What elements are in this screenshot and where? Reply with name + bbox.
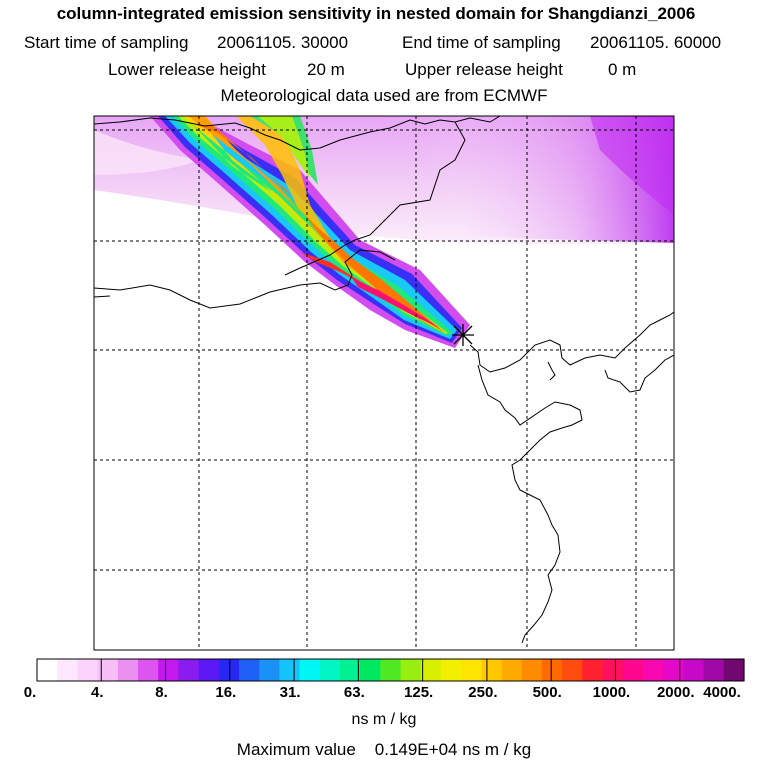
colorbar-swatch: [643, 659, 664, 681]
colorbar-tick-label: 16.: [215, 684, 237, 701]
colorbar-swatch: [178, 659, 200, 681]
colorbar-tick-label: 125.: [404, 684, 434, 701]
map-frame: [93, 115, 675, 651]
colorbar-swatch: [138, 659, 159, 681]
colorbar-tick-label: 4000.: [703, 684, 741, 701]
colorbar-swatch: [198, 659, 220, 681]
maximum-value-line: Maximum value 0.149E+04 ns m / kg: [0, 740, 768, 760]
colorbar-swatch: [117, 659, 139, 681]
colorbar-swatch: [723, 659, 745, 681]
colorbar-tick-label: 31.: [279, 684, 301, 701]
colorbar-swatch: [622, 659, 644, 681]
colorbar-units: ns m / kg: [351, 711, 417, 728]
colorbar-swatch: [239, 659, 260, 681]
maximum-value-units: ns m / kg: [462, 740, 532, 759]
colorbar-tick-label: 4.: [91, 684, 104, 701]
colorbar-swatch: [77, 659, 99, 681]
colorbar-swatch: [57, 659, 78, 681]
start-time-label: Start time of sampling: [24, 33, 189, 52]
plot-title: column-integrated emission sensitivity i…: [56, 4, 696, 23]
colorbar-swatch: [360, 659, 381, 681]
colorbar-swatch: [319, 659, 341, 681]
colorbar-swatch: [37, 659, 58, 681]
colorbar-tick-label: 0.: [23, 684, 37, 701]
sensitivity-field: [94, 116, 674, 650]
upper-release-value: 0 m: [608, 60, 637, 79]
colorbar-swatch: [501, 659, 523, 681]
end-time-label: End time of sampling: [402, 33, 561, 52]
colorbar-swatch: [663, 659, 684, 681]
colorbar-swatch: [481, 659, 503, 681]
colorbar-swatch: [218, 659, 240, 681]
colorbar: [36, 658, 745, 682]
end-time-value: 20061105. 60000: [590, 33, 722, 52]
station-marker-icon: [452, 324, 474, 346]
colorbar-swatch: [158, 659, 179, 681]
colorbar-swatch: [420, 659, 442, 681]
colorbar-swatch: [683, 659, 705, 681]
lower-release-label: Lower release height: [108, 60, 266, 79]
colorbar-tick-label: 8.: [155, 684, 168, 701]
colorbar-tick-label: 63.: [343, 684, 365, 701]
colorbar-swatch: [582, 659, 604, 681]
colorbar-swatch: [562, 659, 583, 681]
colorbar-swatch: [380, 659, 402, 681]
colorbar-swatch: [97, 659, 119, 681]
colorbar-swatch: [703, 659, 725, 681]
upper-release-label: Upper release height: [405, 60, 563, 79]
map-grid: [94, 116, 674, 650]
maximum-value-number: 0.149E+04: [374, 740, 458, 759]
plume: [150, 116, 470, 348]
start-time-value: 20061105. 30000: [217, 33, 349, 52]
colorbar-tick-label: 500.: [532, 684, 562, 701]
colorbar-swatch: [602, 659, 624, 681]
colorbar-tick-label: 1000.: [592, 684, 631, 701]
colorbar-tick-label: 2000.: [656, 684, 695, 701]
maximum-value-label: Maximum value: [236, 740, 356, 759]
colorbar-swatch: [521, 659, 543, 681]
colorbar-swatch: [299, 659, 321, 681]
colorbar-swatch: [441, 659, 462, 681]
colorbar-swatch: [279, 659, 301, 681]
colorbar-swatch: [542, 659, 563, 681]
colorbar-swatch: [340, 659, 361, 681]
boundaries-and-coastlines: [94, 116, 674, 644]
colorbar-swatch: [259, 659, 280, 681]
lower-release-value: 20 m: [307, 60, 345, 79]
colorbar-swatch: [461, 659, 482, 681]
colorbar-swatch: [400, 659, 422, 681]
colorbar-tick-label: 250.: [468, 684, 498, 701]
colorbar-frame: [36, 658, 745, 682]
meteo-note: Meteorological data used are from ECMWF: [220, 86, 548, 105]
